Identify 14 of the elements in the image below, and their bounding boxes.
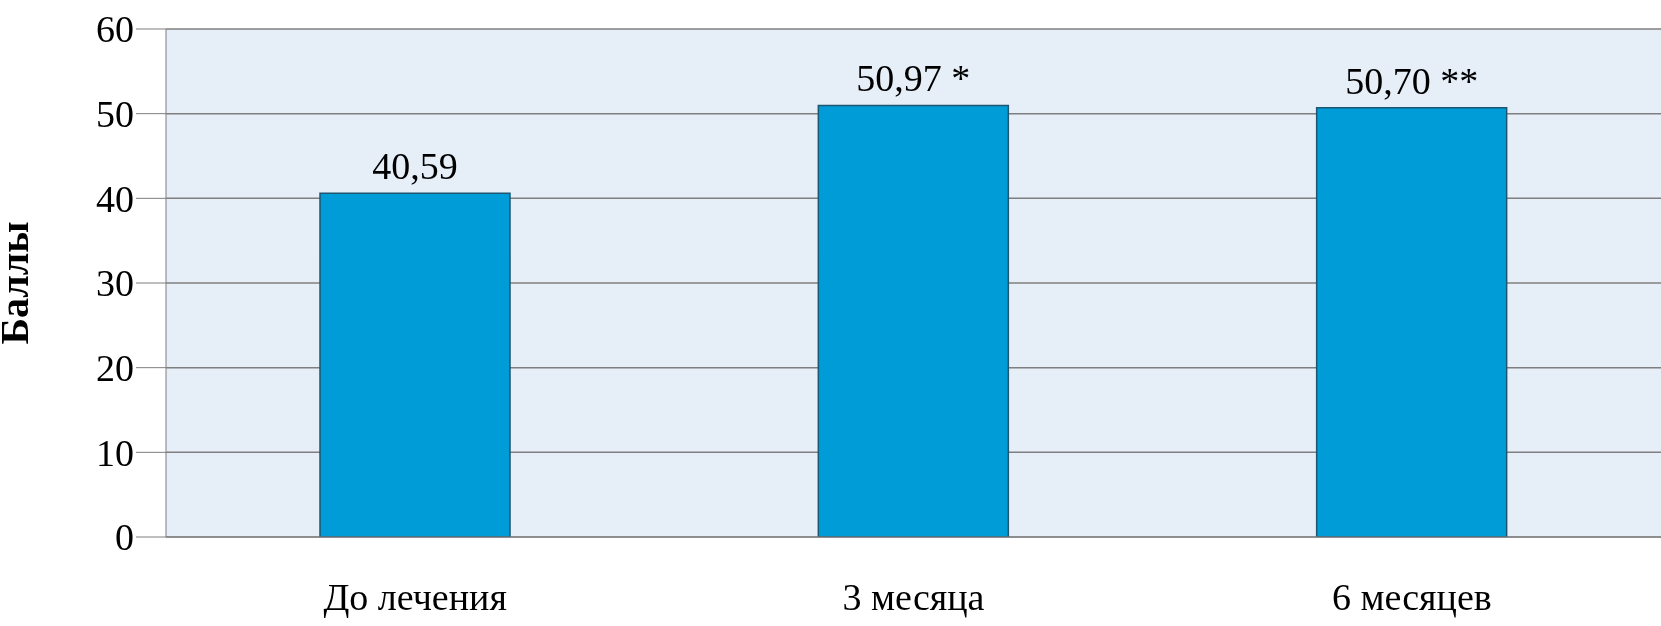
y-tick-label: 10 [96,431,134,474]
x-tick-label: 3 месяца [842,575,985,618]
y-tick-label: 30 [96,262,134,305]
y-tick-label: 0 [115,516,134,559]
x-tick-label: До лечения [323,575,507,618]
y-tick-label: 20 [96,347,134,390]
data-label: 50,97 * [856,57,971,100]
y-tick-label: 60 [96,8,134,51]
y-axis-title: Баллы [0,221,38,345]
data-label: 50,70 ** [1345,59,1479,102]
y-tick-label: 50 [96,93,134,136]
y-tick-label: 40 [96,177,134,220]
data-label: 40,59 [372,145,458,188]
x-tick-label: 6 месяцев [1331,575,1492,618]
